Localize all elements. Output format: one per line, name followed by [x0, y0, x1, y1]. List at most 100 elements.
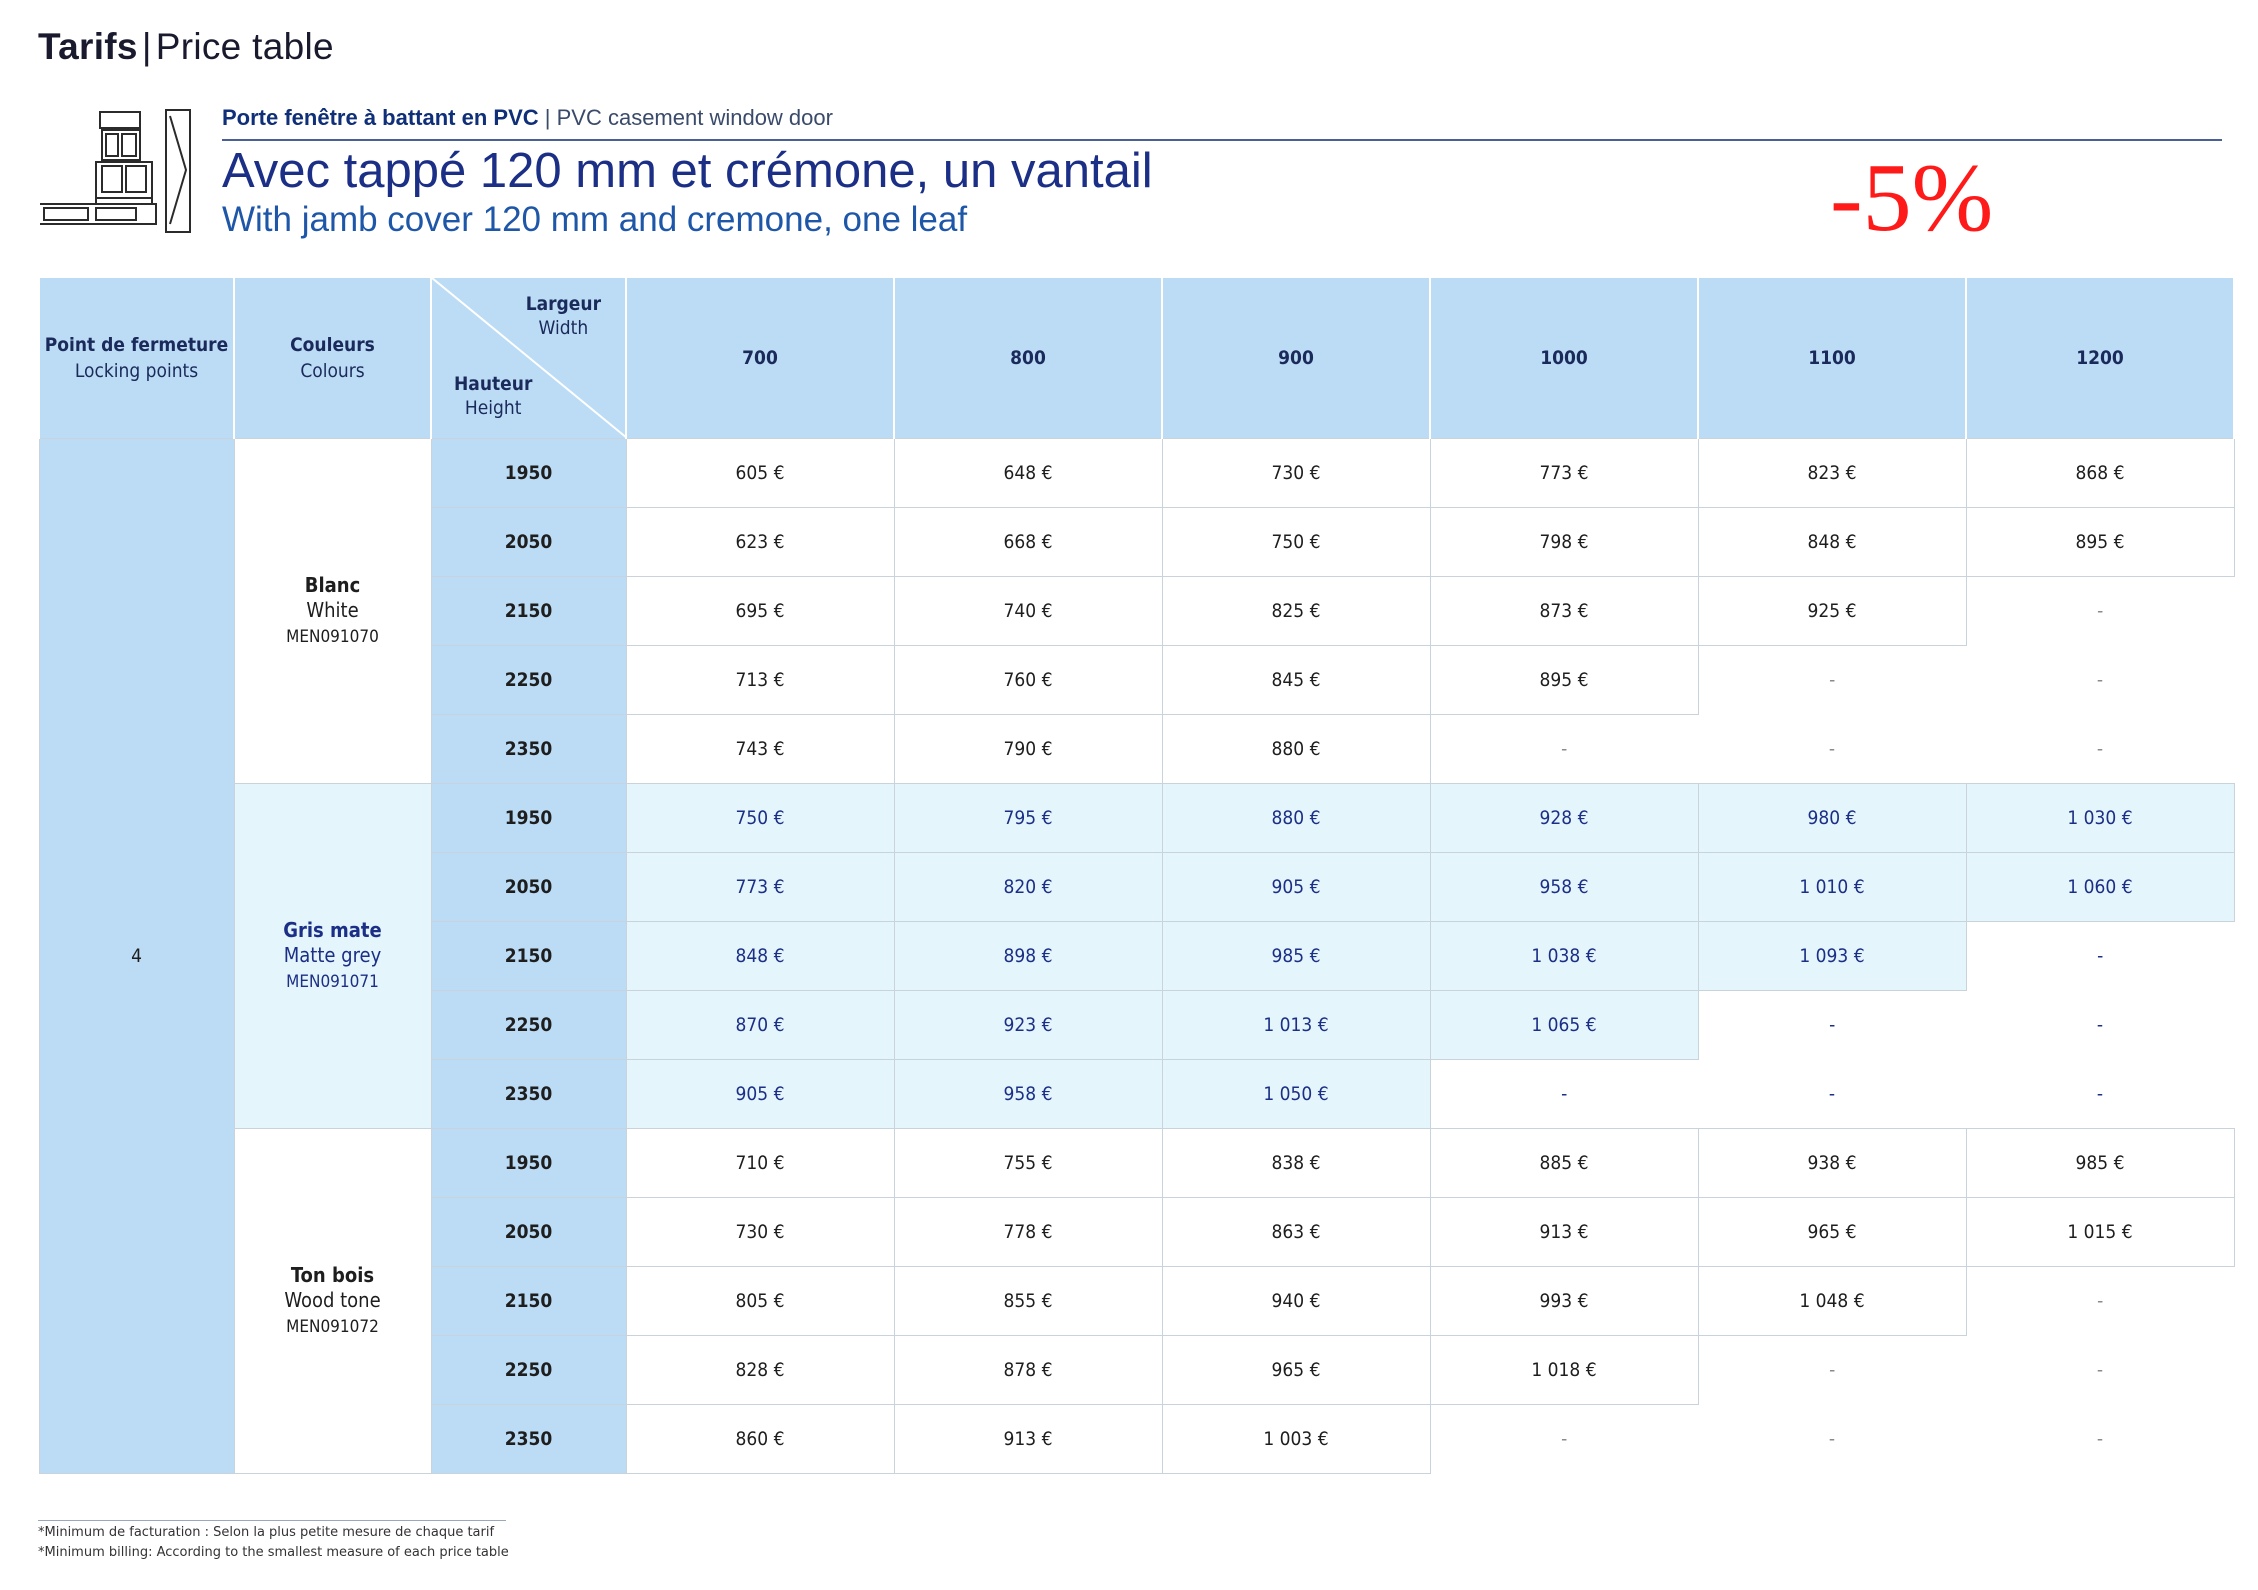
price-table: Point de fermeture Locking points Couleur… — [38, 278, 2235, 1474]
product-category: Porte fenêtre à battant en PVC | PVC cas… — [222, 105, 833, 131]
price-cell: 1 010 € — [1697, 852, 1967, 922]
table-row: 2250 713 €760 €845 €895 € - - — [39, 645, 2234, 715]
price-cell: - — [1966, 1335, 2234, 1405]
colour-name-fr: Blanc — [304, 572, 361, 597]
price-cell: 938 € — [1697, 1128, 1967, 1198]
price-cell: 1 038 € — [1429, 921, 1699, 991]
footnote-divider — [38, 1520, 506, 1521]
header-width-800: 800 — [893, 278, 1163, 439]
header-width-height: Largeur Width Hauteur Height — [430, 278, 627, 439]
price-cell: 805 € — [625, 1266, 895, 1336]
colour-cell: Ton bois Wood tone MEN091072 — [233, 1128, 432, 1474]
price-cell: 1 065 € — [1429, 990, 1699, 1060]
header-colours-en: Colours — [300, 360, 365, 382]
price-cell: 860 € — [625, 1404, 895, 1474]
price-cell: 1 050 € — [1161, 1059, 1431, 1129]
price-cell: 730 € — [1161, 438, 1431, 508]
colour-cell: Blanc White MEN091070 — [233, 438, 432, 784]
price-cell: 1 048 € — [1697, 1266, 1967, 1336]
price-cell: 905 € — [1161, 852, 1431, 922]
header-width-fr: Largeur — [525, 293, 601, 315]
price-cell: - — [1698, 714, 1966, 784]
locking-points-value: 4 — [38, 438, 235, 1474]
header-colours-fr: Couleurs — [290, 334, 375, 356]
heading-divider — [222, 139, 2222, 141]
height-cell: 1950 — [430, 1128, 627, 1198]
price-cell: 823 € — [1697, 438, 1967, 508]
width-value: 700 — [742, 347, 778, 369]
price-cell: 713 € — [625, 645, 895, 715]
header-colours: Couleurs Colours — [233, 278, 432, 439]
height-cell: 2250 — [430, 990, 627, 1060]
colour-name-fr: Ton bois — [290, 1262, 375, 1287]
price-cell: 913 € — [1429, 1197, 1699, 1267]
price-cell: 905 € — [625, 1059, 895, 1129]
header-height: Hauteur Height — [454, 372, 532, 420]
price-cell: 798 € — [1429, 507, 1699, 577]
header-width: Largeur Width — [526, 292, 601, 340]
price-cell: 880 € — [1161, 783, 1431, 853]
header-height-fr: Hauteur — [454, 373, 533, 395]
table-row: 2350 905 €958 €1 050 € - - - — [39, 1059, 2234, 1129]
header-locking-points: Point de fermeture Locking points — [38, 278, 235, 439]
header-width-1200: 1200 — [1965, 278, 2235, 439]
price-cell: 750 € — [1161, 507, 1431, 577]
height-cell: 2250 — [430, 645, 627, 715]
price-cell: 828 € — [625, 1335, 895, 1405]
price-cell: 1 013 € — [1161, 990, 1431, 1060]
table-row: 2250 870 €923 €1 013 €1 065 € - - — [39, 990, 2234, 1060]
table-row: 2350 860 €913 €1 003 € - - - — [39, 1404, 2234, 1474]
height-cell: 2050 — [430, 507, 627, 577]
colour-code: MEN091070 — [286, 626, 379, 647]
price-cell: 778 € — [893, 1197, 1163, 1267]
height-cell: 2050 — [430, 852, 627, 922]
price-cell: 873 € — [1429, 576, 1699, 646]
price-cell: 838 € — [1161, 1128, 1431, 1198]
price-cell: 898 € — [893, 921, 1163, 991]
price-cell: 695 € — [625, 576, 895, 646]
colour-cell: Gris mate Matte grey MEN091071 — [233, 783, 432, 1129]
price-cell: 965 € — [1697, 1197, 1967, 1267]
product-category-separator: | — [544, 105, 551, 130]
colour-code: MEN091072 — [286, 1316, 379, 1337]
height-cell: 2350 — [430, 1404, 627, 1474]
height-cell: 2250 — [430, 1335, 627, 1405]
price-cell: 848 € — [625, 921, 895, 991]
price-cell: - — [1698, 1059, 1966, 1129]
price-cell: 820 € — [893, 852, 1163, 922]
price-cell: 845 € — [1161, 645, 1431, 715]
price-cell: 848 € — [1697, 507, 1967, 577]
price-cell: 605 € — [625, 438, 895, 508]
price-cell: - — [1966, 1404, 2234, 1474]
product-heading-fr: Avec tappé 120 mm et crémone, un vantail — [222, 144, 1153, 198]
page-title: Tarifs | Price table — [38, 26, 334, 68]
product-category-fr: Porte fenêtre à battant en PVC — [222, 105, 539, 130]
price-cell: 885 € — [1429, 1128, 1699, 1198]
width-value: 1100 — [1808, 347, 1856, 369]
height-cell: 2150 — [430, 1266, 627, 1336]
price-cell: 958 € — [893, 1059, 1163, 1129]
price-cell: 773 € — [625, 852, 895, 922]
header-width-900: 900 — [1161, 278, 1431, 439]
price-cell: 790 € — [893, 714, 1163, 784]
page-title-separator: | — [141, 26, 152, 67]
price-cell: 1 003 € — [1161, 1404, 1431, 1474]
price-cell: 895 € — [1965, 507, 2235, 577]
height-cell: 2050 — [430, 1197, 627, 1267]
price-cell: 710 € — [625, 1128, 895, 1198]
price-cell: 755 € — [893, 1128, 1163, 1198]
price-cell: 750 € — [625, 783, 895, 853]
price-cell: 913 € — [893, 1404, 1163, 1474]
price-cell: 648 € — [893, 438, 1163, 508]
price-cell: 623 € — [625, 507, 895, 577]
price-cell: 863 € — [1161, 1197, 1431, 1267]
diagonal-divider — [432, 278, 627, 438]
price-cell: 895 € — [1429, 645, 1699, 715]
height-cell: 2350 — [430, 1059, 627, 1129]
price-cell: - — [1430, 1059, 1698, 1129]
price-cell: - — [1966, 576, 2234, 646]
price-cell: 1 030 € — [1965, 783, 2235, 853]
price-cell: - — [1966, 645, 2234, 715]
table-row: 4 Blanc White MEN091070 1950 605 €648 €730 €7… — [38, 438, 2235, 1474]
price-cell: 965 € — [1161, 1335, 1431, 1405]
